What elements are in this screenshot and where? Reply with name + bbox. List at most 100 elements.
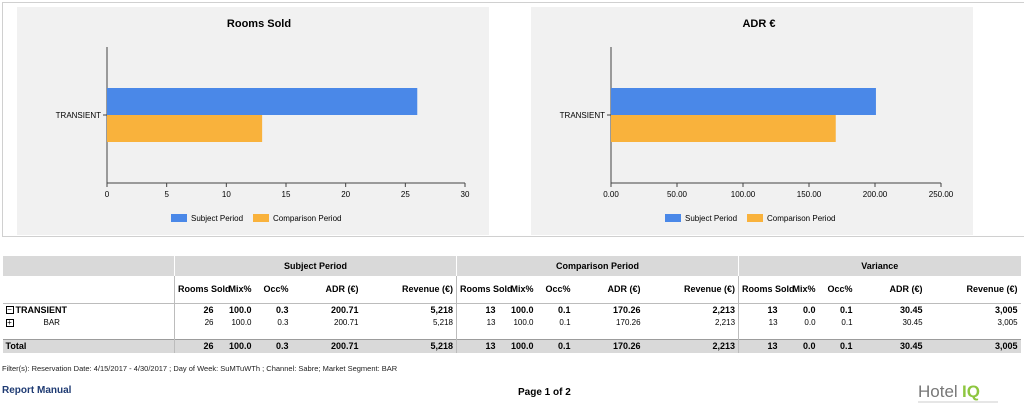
row-label[interactable]: TRANSIENT — [15, 304, 68, 315]
column-header: Rooms Sold — [456, 276, 513, 304]
chart-rooms-sold: Rooms Sold TRANSIENT 0 5 10 15 20 25 30 Subject P… — [17, 7, 489, 235]
total-cell: 0.3 — [254, 338, 292, 353]
table-cell: 0.3 — [277, 318, 289, 327]
table-cell: 170.26 — [616, 318, 641, 327]
category-label: TRANSIENT — [56, 111, 101, 120]
legend-label: Comparison Period — [273, 214, 341, 223]
column-header: ADR (€) — [573, 276, 644, 304]
table-cell: 26 — [174, 303, 217, 316]
x-tick-label: 5 — [164, 190, 169, 199]
column-header: Occ% — [818, 276, 856, 304]
total-cell: 200.71 — [291, 338, 362, 353]
column-header: ADR (€) — [855, 276, 926, 304]
table-cell: 13 — [456, 303, 499, 316]
bar-comparison[interactable] — [107, 115, 263, 142]
category-label: TRANSIENT — [560, 111, 605, 120]
x-tick-label: 0 — [105, 190, 110, 199]
x-tick-label: 25 — [401, 190, 410, 199]
table-cell: 0.0 — [803, 304, 816, 315]
spacer-row — [3, 329, 1021, 339]
table-cell: 170.26 — [612, 304, 641, 315]
table-cell: 13 — [738, 303, 781, 316]
table-cell: 3,005 — [997, 318, 1018, 327]
x-tick-label: 100.00 — [731, 190, 756, 199]
table-cell: 200.71 — [330, 304, 359, 315]
x-tick-label: 200.00 — [863, 190, 888, 199]
table-cell: 200.71 — [334, 318, 359, 327]
table-cell: 30.45 — [902, 318, 923, 327]
x-tick-label: 150.00 — [797, 190, 822, 199]
total-cell: 13 — [456, 338, 499, 353]
legend-label: Comparison Period — [767, 214, 835, 223]
table-cell: 2,213 — [715, 318, 736, 327]
total-cell: 13 — [738, 338, 781, 353]
table-cell: 100.0 — [513, 318, 534, 327]
total-cell: 3,005 — [925, 338, 1021, 353]
column-header: Rooms Sold — [174, 276, 231, 304]
x-tick-label: 250.00 — [929, 190, 954, 199]
bar-subject[interactable] — [611, 88, 876, 115]
group-header-subject: Subject Period — [173, 256, 457, 276]
legend-label: Subject Period — [191, 214, 243, 223]
column-header-row: Rooms Sold Mix% Occ% ADR (€) Revenue (€) Room… — [2, 276, 1021, 304]
legend-swatch — [171, 214, 187, 222]
total-cell: 170.26 — [573, 338, 644, 353]
chart-title: ADR € — [742, 18, 775, 30]
total-cell: 100.0 — [216, 338, 255, 353]
table-row: + BAR 26 100.0 0.3 200.71 5,218 13 100.0 0.1 170.2… — [3, 316, 1021, 329]
table-cell: 0.1 — [841, 318, 853, 327]
legend-label: Subject Period — [685, 214, 737, 223]
table-cell: 0.0 — [804, 318, 816, 327]
row-label-cell: + BAR — [3, 316, 175, 329]
total-cell: 5,218 — [361, 338, 457, 353]
filters-text: Filter(s): Reservation Date: 4/15/2017 -… — [2, 364, 398, 373]
total-cell: 26 — [174, 338, 217, 353]
total-cell: 100.0 — [498, 338, 537, 353]
chart-title: Rooms Sold — [227, 18, 291, 30]
table-cell: 0.3 — [275, 304, 289, 315]
report-table-container: Subject Period Comparison Period Varianc… — [2, 256, 1021, 353]
rooms-sold-chart-svg: Rooms Sold TRANSIENT 0 5 10 15 20 25 30 Subject P… — [56, 18, 470, 223]
column-header: ADR (€) — [291, 276, 362, 304]
total-cell: 2,213 — [643, 338, 739, 353]
table-cell: 5,218 — [430, 304, 454, 315]
table-cell: 100.0 — [228, 304, 252, 315]
chart-adr: ADR € TRANSIENT 0.00 50.00 100.00 150.00 200.0… — [531, 7, 973, 235]
table-cell: 100.0 — [231, 318, 252, 327]
expand-toggle[interactable]: + — [5, 317, 14, 327]
total-cell: 0.1 — [536, 338, 574, 353]
group-header-comparison: Comparison Period — [456, 256, 739, 276]
hoteliq-logo: Hotel IQ — [918, 380, 1000, 406]
legend-swatch — [665, 214, 681, 222]
column-header: Mix% — [498, 276, 537, 304]
column-header: Rooms Sold — [738, 276, 795, 304]
total-label: Total — [2, 338, 175, 353]
table-cell: 2,213 — [712, 304, 736, 315]
table-cell: 0.1 — [558, 304, 571, 315]
legend-swatch — [253, 214, 269, 222]
logo-accent: IQ — [962, 382, 980, 401]
x-tick-label: 0.00 — [603, 190, 619, 199]
table-cell: 13 — [738, 316, 781, 329]
total-cell: 30.45 — [855, 338, 926, 353]
x-tick-label: 20 — [341, 190, 350, 199]
column-header: Occ% — [254, 276, 292, 304]
row-label-cell: − TRANSIENT — [3, 303, 175, 316]
column-header: Occ% — [536, 276, 574, 304]
row-label: BAR — [43, 318, 60, 327]
table-cell: 30.45 — [900, 304, 923, 315]
bar-comparison[interactable] — [611, 115, 836, 142]
total-cell: 0.0 — [780, 338, 819, 353]
charts-container: Rooms Sold TRANSIENT 0 5 10 15 20 25 30 Subject P… — [2, 2, 1024, 237]
table-cell: 0.1 — [840, 304, 853, 315]
legend-swatch — [747, 214, 763, 222]
page-indicator: Page 1 of 2 — [518, 387, 571, 398]
table-row: − TRANSIENT 26 100.0 0.3 200.71 5,218 13 100.0 0.… — [3, 303, 1021, 316]
table-cell: 13 — [456, 316, 499, 329]
collapse-toggle[interactable]: − — [5, 305, 14, 315]
x-tick-label: 10 — [222, 190, 231, 199]
table-cell: 26 — [174, 316, 217, 329]
group-header-variance: Variance — [738, 256, 1021, 276]
bar-subject[interactable] — [107, 88, 418, 115]
report-manual-link[interactable]: Report Manual — [2, 385, 72, 396]
